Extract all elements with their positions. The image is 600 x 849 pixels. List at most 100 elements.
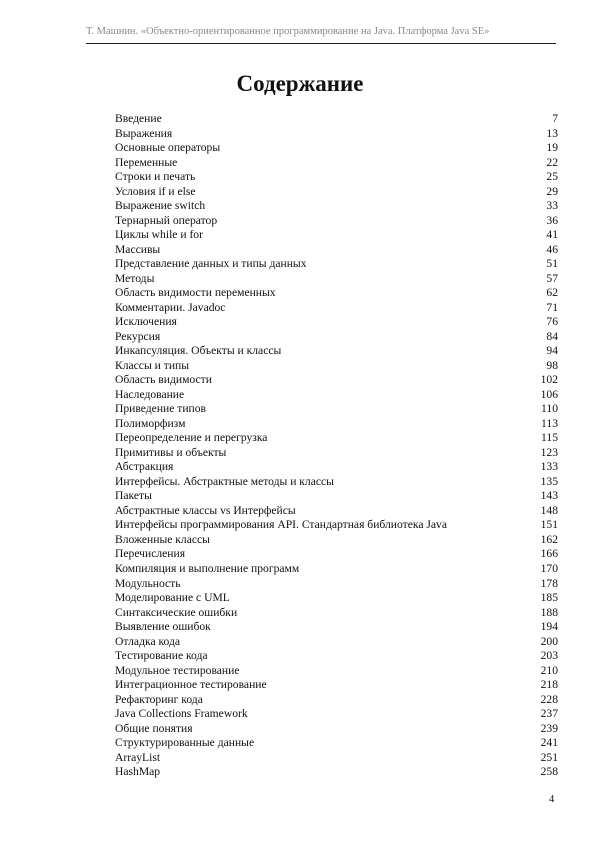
toc-entry[interactable]: Интеграционное тестирование 218 [115, 678, 558, 693]
toc-entry[interactable]: HashMap 258 [115, 765, 558, 780]
toc-entry[interactable]: ArrayList 251 [115, 751, 558, 766]
toc-entry[interactable]: Приведение типов 110 [115, 402, 558, 417]
toc-entry-page: 162 [540, 532, 558, 546]
toc-entry[interactable]: Переменные 22 [115, 156, 558, 171]
toc-entry-page: 25 [546, 170, 558, 184]
toc-entry[interactable]: Область видимости переменных 62 [115, 286, 558, 301]
toc-entry[interactable]: Модульное тестирование 210 [115, 664, 558, 679]
toc-entry-page: 258 [540, 765, 558, 779]
toc-entry[interactable]: Абстракция 133 [115, 460, 558, 475]
toc-entry-label: ArrayList [115, 750, 161, 764]
toc-entry[interactable]: Java Collections Framework 237 [115, 707, 558, 722]
toc-entry-label: Классы и типы [115, 358, 190, 372]
toc-entry[interactable]: Классы и типы 98 [115, 359, 558, 374]
page-title: Содержание [236, 71, 364, 96]
toc-entry-page: 185 [540, 591, 558, 605]
toc-entry[interactable]: Структурированные данные 241 [115, 736, 558, 751]
toc-entry-label: Модульное тестирование [115, 663, 240, 677]
toc-entry-page: 62 [546, 286, 558, 300]
toc-entry[interactable]: Исключения 76 [115, 315, 558, 330]
toc-entry-label: Общие понятия [115, 721, 193, 735]
toc-entry[interactable]: Общие понятия 239 [115, 722, 558, 737]
toc-entry[interactable]: Синтаксические ошибки 188 [115, 606, 558, 621]
toc-entry-page: 36 [546, 213, 558, 227]
toc-entry-label: Рефакторинг кода [115, 692, 203, 706]
toc-entry-page: 151 [540, 518, 558, 532]
toc-entry[interactable]: Переопределение и перегрузка 115 [115, 431, 558, 446]
toc-entry-label: Циклы while и for [115, 228, 203, 242]
toc-entry-page: 106 [540, 387, 558, 401]
toc-entry[interactable]: Методы 57 [115, 272, 558, 287]
toc-entry-page: 170 [540, 561, 558, 575]
toc-entry-label: Переопределение и перегрузка [115, 431, 268, 445]
toc-entry-page: 57 [546, 271, 558, 285]
toc-entry-label: Отладка кода [115, 634, 181, 648]
toc-entry[interactable]: Интерфейсы. Абстрактные методы и классы 1… [115, 475, 558, 490]
page-number: 4 [549, 794, 555, 805]
toc-entry[interactable]: Комментарии. Javadoc 71 [115, 301, 558, 316]
toc-entry-page: 148 [540, 503, 558, 517]
toc-entry[interactable]: Рекурсия 84 [115, 330, 558, 345]
toc-entry-page: 7 [552, 112, 558, 125]
toc-entry[interactable]: Рефакторинг кода 228 [115, 693, 558, 708]
toc-entry[interactable]: Интерфейсы программирования API. Стандар… [115, 518, 558, 533]
toc-entry[interactable]: Циклы while и for 41 [115, 228, 558, 243]
toc-entry-page: 178 [540, 576, 558, 590]
toc-entry-page: 251 [540, 750, 558, 764]
toc-entry-page: 135 [540, 474, 558, 488]
toc-entry-label: Синтаксические ошибки [115, 605, 238, 619]
toc-entry[interactable]: Перечисления 166 [115, 547, 558, 562]
toc-entry[interactable]: Примитивы и объекты 123 [115, 446, 558, 461]
toc-entry-page: 194 [540, 620, 558, 634]
toc-entry[interactable]: Абстрактные классы vs Интерфейсы 148 [115, 504, 558, 519]
toc-entry-label: Выражения [115, 126, 173, 140]
toc-entry-label: Перечисления [115, 547, 186, 561]
toc-entry[interactable]: Основные операторы 19 [115, 141, 558, 156]
toc-entry[interactable]: Строки и печать 25 [115, 170, 558, 185]
toc-entry[interactable]: Компиляция и выполнение программ 170 [115, 562, 558, 577]
toc-entry-page: 76 [546, 315, 558, 329]
toc-entry-label: Комментарии. Javadoc [115, 300, 226, 314]
toc-entry[interactable]: Область видимости 102 [115, 373, 558, 388]
toc-entry[interactable]: Введение 7 [115, 112, 558, 127]
toc-entry-page: 239 [540, 721, 558, 735]
toc-entry[interactable]: Наследование 106 [115, 388, 558, 403]
toc-entry[interactable]: Выражения 13 [115, 127, 558, 142]
toc-entry-label: Выявление ошибок [115, 620, 211, 634]
toc-entry[interactable]: Представление данных и типы данных 51 [115, 257, 558, 272]
toc-entry-label: Наследование [115, 387, 185, 401]
toc-entry[interactable]: Моделирование с UML 185 [115, 591, 558, 606]
toc-entry-label: Интерфейсы программирования API. Стандар… [115, 518, 447, 532]
toc-entry-label: Условия if и else [115, 184, 196, 198]
toc-entry-page: 241 [540, 736, 558, 750]
toc-entry-label: Интеграционное тестирование [115, 678, 267, 692]
toc-entry[interactable]: Выражение switch 33 [115, 199, 558, 214]
toc-entry-page: 228 [540, 692, 558, 706]
toc-entry-page: 102 [540, 373, 558, 387]
toc-entry-page: 13 [546, 126, 558, 140]
toc-entry-label: Абстрактные классы vs Интерфейсы [115, 503, 296, 517]
toc-entry[interactable]: Пакеты 143 [115, 489, 558, 504]
toc-entry-page: 84 [546, 329, 558, 343]
toc-entry[interactable]: Условия if и else 29 [115, 185, 558, 200]
toc-entry[interactable]: Массивы 46 [115, 243, 558, 258]
toc-entry[interactable]: Отладка кода 200 [115, 635, 558, 650]
toc-entry[interactable]: Тестирование кода 203 [115, 649, 558, 664]
toc-entry-label: HashMap [115, 765, 161, 779]
toc-entry-page: 123 [540, 445, 558, 459]
toc-entry[interactable]: Полиморфизм 113 [115, 417, 558, 432]
running-header: Т. Машнин. «Объектно-ориентированное про… [86, 26, 490, 37]
toc-entry[interactable]: Вложенные классы 162 [115, 533, 558, 548]
toc-entry-label: Переменные [115, 155, 178, 169]
toc-entry[interactable]: Выявление ошибок 194 [115, 620, 558, 635]
toc-entry[interactable]: Модульность 178 [115, 577, 558, 592]
toc-entry-page: 237 [540, 707, 558, 721]
toc-entry-label: Область видимости переменных [115, 286, 276, 300]
toc-entry-label: Java Collections Framework [115, 707, 248, 721]
toc-entry-label: Тестирование кода [115, 649, 208, 663]
toc-entry-label: Пакеты [115, 489, 152, 503]
toc-entry[interactable]: Инкапсуляция. Объекты и классы 94 [115, 344, 558, 359]
toc-entry[interactable]: Тернарный оператор 36 [115, 214, 558, 229]
toc-entry-label: Моделирование с UML [115, 591, 230, 605]
toc-entry-label: Структурированные данные [115, 736, 255, 750]
